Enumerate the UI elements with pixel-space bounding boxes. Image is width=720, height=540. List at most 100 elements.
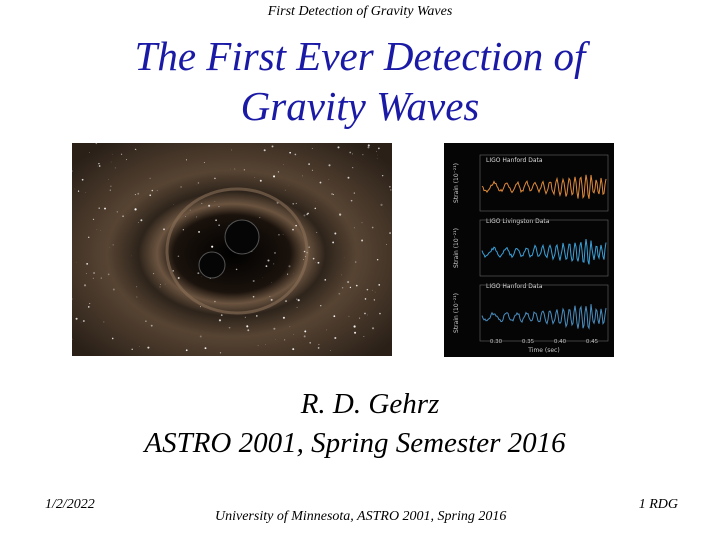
star (214, 177, 216, 180)
star (149, 177, 151, 179)
star (303, 214, 306, 217)
star (177, 277, 180, 280)
star (85, 192, 86, 193)
star (189, 209, 191, 211)
star (122, 215, 124, 218)
star (317, 261, 320, 264)
star (377, 147, 380, 150)
star (185, 159, 187, 161)
panel-frame (479, 219, 609, 277)
star (81, 178, 84, 181)
star (353, 227, 355, 229)
star (389, 232, 391, 234)
star (198, 230, 200, 233)
star (231, 149, 232, 151)
star (267, 259, 270, 262)
star (371, 327, 375, 330)
star (172, 270, 174, 272)
y-axis-label: Strain (10⁻²¹) (453, 293, 460, 333)
star (244, 316, 246, 318)
star (80, 321, 82, 323)
star (349, 151, 352, 154)
star (114, 167, 116, 169)
star (111, 337, 114, 340)
star (354, 331, 357, 334)
star (196, 216, 198, 218)
star (234, 168, 236, 170)
star (104, 207, 106, 210)
star (363, 335, 365, 338)
star (136, 296, 138, 298)
star (362, 154, 364, 156)
star (341, 274, 343, 276)
waveform (481, 174, 607, 200)
running-title: First Detection of Gravity Waves (267, 4, 453, 19)
star (103, 321, 105, 323)
star (283, 339, 286, 341)
star (294, 153, 297, 156)
star (316, 231, 318, 233)
star (301, 175, 303, 177)
star (75, 317, 78, 320)
star (374, 291, 376, 293)
panel-frame (479, 284, 609, 342)
star (83, 284, 87, 287)
star (380, 203, 383, 206)
star (295, 224, 297, 227)
star (265, 344, 266, 345)
star (284, 189, 286, 191)
star (116, 211, 118, 213)
star (110, 161, 112, 163)
star (131, 348, 133, 351)
star (314, 207, 317, 210)
star (77, 190, 80, 192)
course: ASTRO 2001, Spring Semester 2016 (144, 427, 566, 459)
star (214, 300, 216, 303)
star (350, 199, 353, 202)
star (159, 286, 161, 288)
star (256, 315, 258, 317)
star (269, 296, 271, 298)
star (98, 162, 100, 165)
star (153, 273, 155, 275)
star (246, 325, 249, 328)
star (309, 342, 311, 344)
star (150, 324, 153, 327)
star (96, 229, 98, 230)
star (311, 169, 313, 171)
star (137, 192, 140, 195)
star (304, 330, 307, 333)
star (376, 258, 379, 261)
star (126, 159, 128, 161)
star (297, 299, 300, 302)
star (87, 306, 90, 308)
x-tick-label: 0.40 (554, 339, 567, 345)
waveform (481, 239, 607, 265)
star (355, 284, 358, 287)
star (273, 263, 275, 265)
x-axis-label: Time (sec) (527, 347, 559, 354)
star (295, 202, 297, 204)
star (131, 255, 132, 257)
star (110, 185, 112, 187)
panel-frame (479, 154, 609, 212)
star (330, 350, 331, 351)
star (134, 208, 137, 211)
star (288, 265, 291, 268)
star (243, 169, 246, 171)
star (296, 298, 298, 301)
star (140, 219, 143, 222)
star (379, 312, 381, 315)
star (282, 234, 284, 235)
star (303, 250, 306, 253)
star (364, 298, 367, 300)
y-axis-label: Strain (10⁻²¹) (453, 163, 460, 203)
star (204, 347, 207, 350)
author: R. D. Gehrz (300, 388, 440, 420)
star (285, 300, 287, 303)
star (134, 148, 137, 150)
star (182, 229, 185, 231)
star (120, 153, 123, 155)
star (107, 273, 110, 276)
star (305, 329, 306, 331)
